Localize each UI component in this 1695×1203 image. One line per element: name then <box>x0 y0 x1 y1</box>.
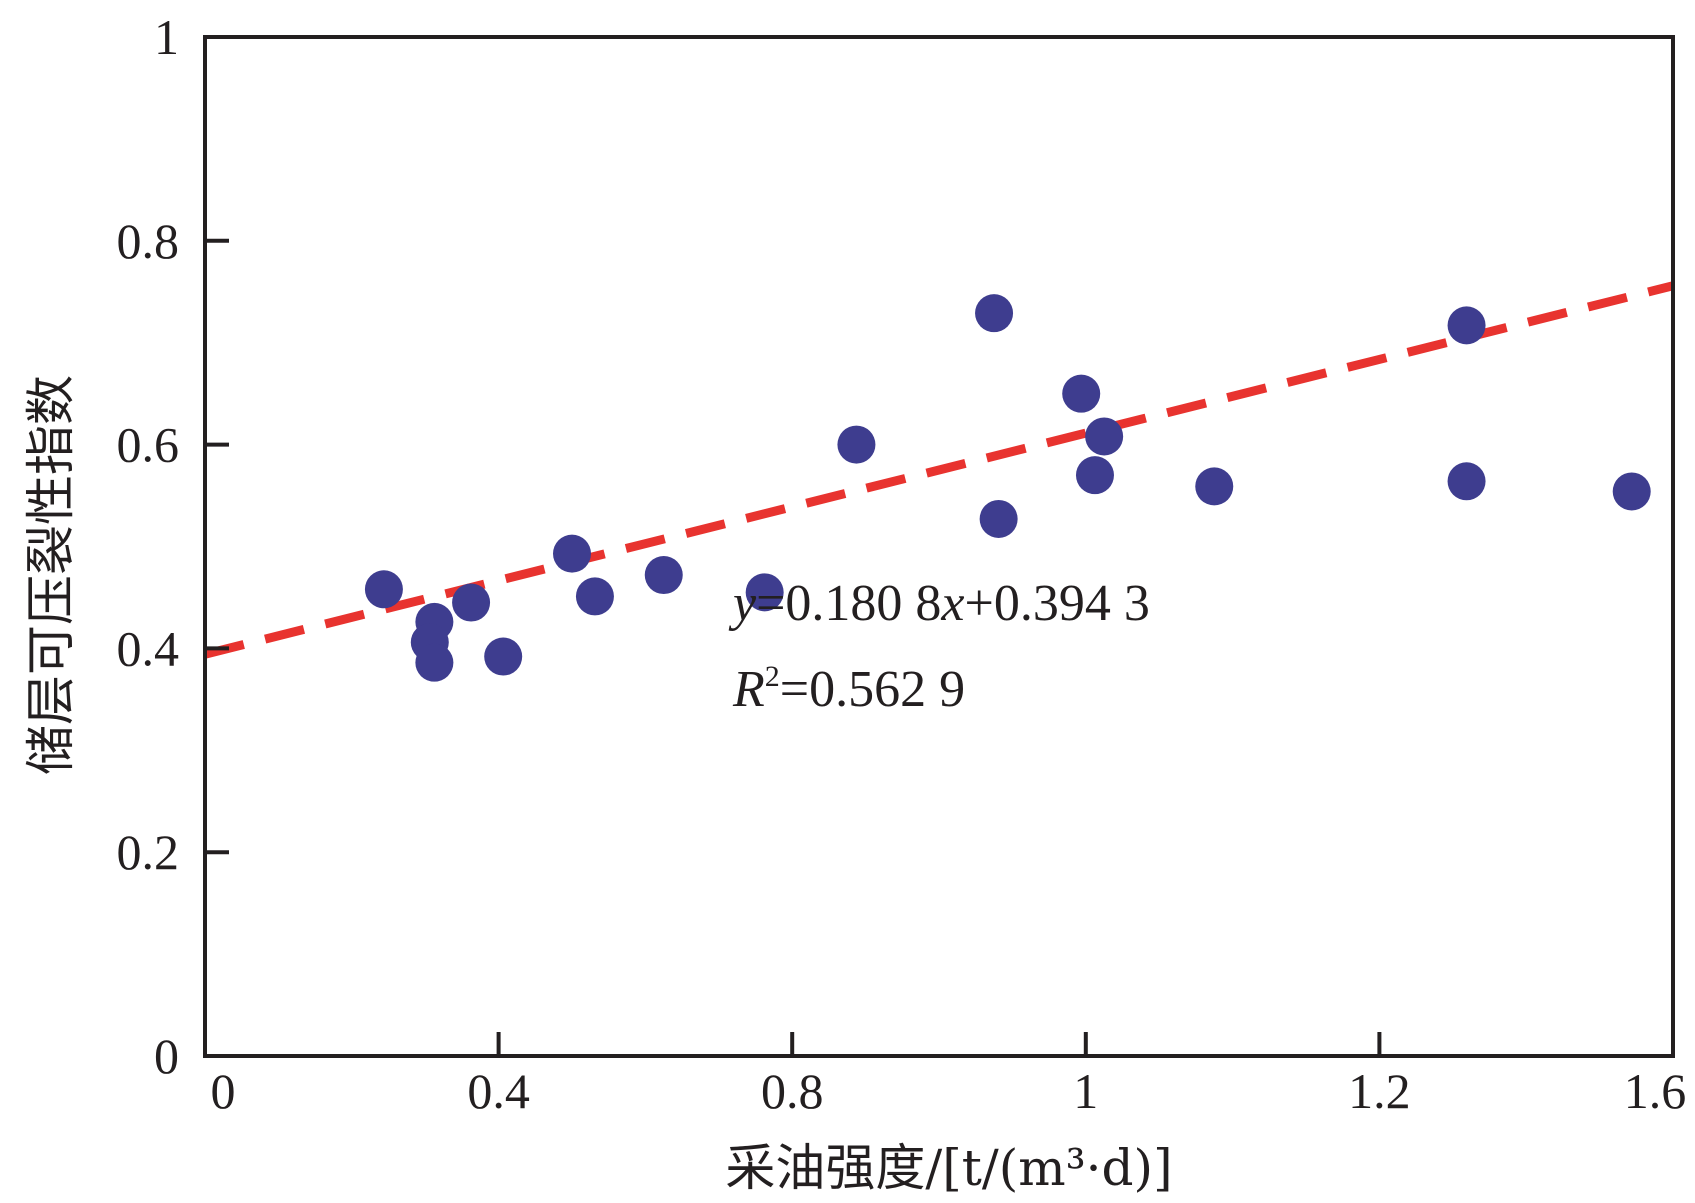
data-point <box>364 570 403 609</box>
data-point <box>553 534 591 573</box>
data-point <box>1612 472 1651 511</box>
equation-annotation: y=0.180 8x+0.394 3 <box>728 575 1150 632</box>
y-tick-label: 0.6 <box>117 417 180 473</box>
data-point <box>452 583 491 622</box>
data-point <box>575 577 614 616</box>
x-tick-label: 0 <box>211 1063 236 1119</box>
data-point <box>1447 306 1486 345</box>
y-tick-label: 0.8 <box>117 213 180 269</box>
data-point <box>415 643 454 682</box>
data-point <box>1075 456 1114 495</box>
data-point <box>975 294 1014 333</box>
data-point <box>1447 462 1486 501</box>
data-point <box>745 573 784 612</box>
x-tick-label: 1.6 <box>1624 1063 1687 1119</box>
data-point <box>1085 417 1124 456</box>
y-axis-label: 储层可压裂性指数 <box>22 375 80 775</box>
plot-frame <box>203 35 1675 1058</box>
ticks-layer: 0 0.4 0.8 1 1.2 1.6 0 0.2 0.4 0.6 0.8 1 <box>117 9 1687 1119</box>
data-point <box>1062 374 1101 413</box>
trendline-layer <box>203 281 1675 659</box>
data-point <box>979 499 1018 538</box>
data-point <box>484 637 523 676</box>
x-axis-label: 采油强度/[t/(m³·d)] <box>725 1139 1172 1197</box>
trendline <box>203 281 1675 659</box>
points-layer <box>364 294 1651 682</box>
data-point <box>837 425 876 464</box>
y-tick-label: 1 <box>154 9 179 65</box>
x-tick-label: 0.4 <box>467 1063 530 1119</box>
y-tick-label: 0.2 <box>117 824 180 880</box>
data-point <box>644 556 683 595</box>
x-tick-label: 0.8 <box>761 1063 824 1119</box>
r-squared-annotation: R2=0.562 9 <box>732 660 965 718</box>
y-tick-label: 0.4 <box>117 620 180 676</box>
x-tick-label: 1.2 <box>1348 1063 1411 1119</box>
data-point <box>1195 467 1234 506</box>
x-tick-label: 1 <box>1073 1063 1098 1119</box>
y-tick-label: 0 <box>154 1028 179 1084</box>
